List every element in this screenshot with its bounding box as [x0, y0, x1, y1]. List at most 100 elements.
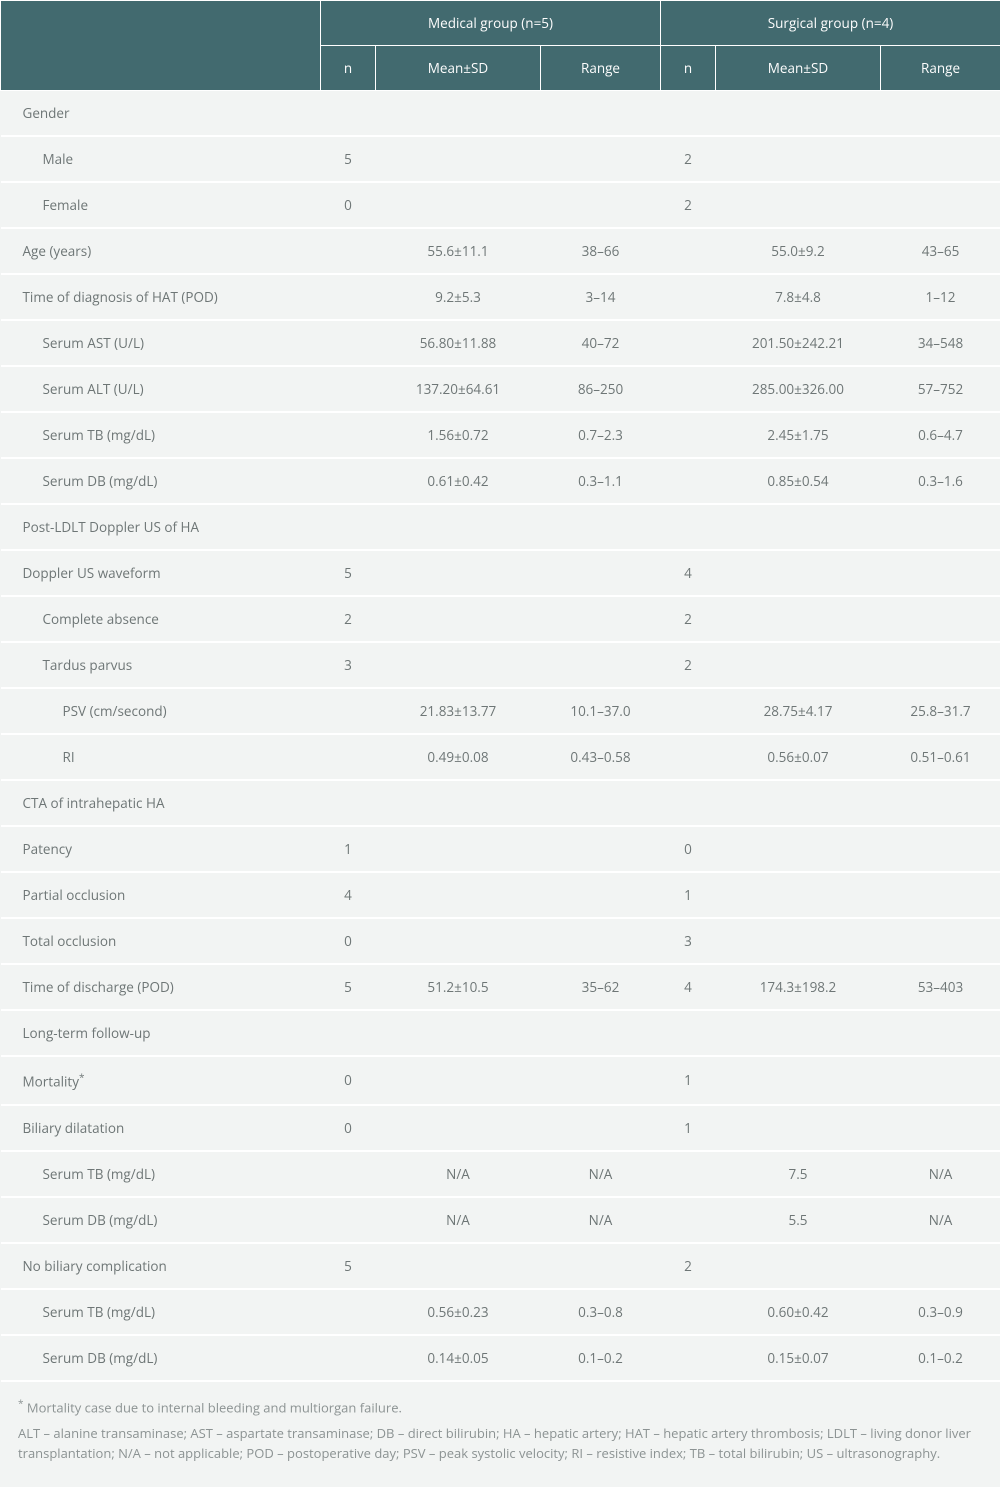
row-label: Complete absence: [1, 596, 321, 642]
cell-g2-n: [661, 1010, 716, 1056]
cell-g1-range: [541, 872, 661, 918]
cell-g2-range: N/A: [881, 1197, 1000, 1243]
cell-g1-mean: 0.61±0.42: [376, 458, 541, 504]
cell-g2-mean: 2.45±1.75: [716, 412, 881, 458]
cell-g2-mean: 0.85±0.54: [716, 458, 881, 504]
footnotes: * Mortality case due to internal bleedin…: [0, 1382, 1000, 1487]
footnote-mortality: * Mortality case due to internal bleedin…: [18, 1396, 982, 1417]
table-row: Tardus parvus32: [1, 642, 1000, 688]
cell-g1-n: [321, 412, 376, 458]
cell-g2-mean: 28.75±4.17: [716, 688, 881, 734]
row-label: Male: [1, 136, 321, 182]
cell-g2-range: 0.6–4.7: [881, 412, 1000, 458]
row-label: Time of discharge (POD): [1, 964, 321, 1010]
cell-g2-mean: [716, 550, 881, 596]
cell-g2-mean: 0.60±0.42: [716, 1289, 881, 1335]
cell-g1-n: [321, 1010, 376, 1056]
cell-g1-n: [321, 504, 376, 550]
row-label: Mortality*: [1, 1056, 321, 1105]
cell-g2-mean: 285.00±326.00: [716, 366, 881, 412]
row-label: Partial occlusion: [1, 872, 321, 918]
cell-g1-range: 0.7–2.3: [541, 412, 661, 458]
table-row: Age (years)55.6±11.138–6655.0±9.243–65: [1, 228, 1000, 274]
table-row: Gender: [1, 91, 1000, 137]
header-g2-range: Range: [881, 46, 1000, 91]
cell-g1-n: 5: [321, 136, 376, 182]
table-row: Male5 2: [1, 136, 1000, 182]
cell-g1-n: 2: [321, 596, 376, 642]
cell-g2-mean: 0.15±0.07: [716, 1335, 881, 1381]
table-row: Mortality*0 1: [1, 1056, 1000, 1105]
cell-g1-mean: [376, 596, 541, 642]
cell-g2-range: 34–548: [881, 320, 1000, 366]
cell-g2-n: 2: [661, 596, 716, 642]
cell-g1-mean: 51.2±10.5: [376, 964, 541, 1010]
footnote-mortality-text: Mortality case due to internal bleeding …: [24, 1398, 402, 1416]
cell-g2-mean: [716, 872, 881, 918]
cell-g2-range: [881, 504, 1000, 550]
cell-g1-mean: [376, 136, 541, 182]
cell-g1-range: [541, 91, 661, 137]
table-row: Serum DB (mg/dL)N/AN/A5.5N/A: [1, 1197, 1000, 1243]
cell-g2-n: 2: [661, 182, 716, 228]
cell-g2-range: 0.3–1.6: [881, 458, 1000, 504]
cell-g2-n: [661, 274, 716, 320]
row-label: Doppler US waveform: [1, 550, 321, 596]
cell-g1-range: [541, 136, 661, 182]
cell-g2-n: [661, 1335, 716, 1381]
cell-g1-mean: [376, 780, 541, 826]
cell-g1-n: [321, 366, 376, 412]
footnote-abbreviations: ALT – alanine transaminase; AST – aspart…: [18, 1423, 982, 1463]
cell-g1-range: 0.3–1.1: [541, 458, 661, 504]
cell-g2-n: 1: [661, 1056, 716, 1105]
table-row: Time of diagnosis of HAT (POD)9.2±5.33–1…: [1, 274, 1000, 320]
table-row: Serum DB (mg/dL)0.14±0.050.1–0.20.15±0.0…: [1, 1335, 1000, 1381]
cell-g2-range: [881, 136, 1000, 182]
table-header: Medical group (n=5) Surgical group (n=4)…: [1, 1, 1000, 91]
table-row: Complete absence22: [1, 596, 1000, 642]
cell-g2-n: 0: [661, 826, 716, 872]
cell-g2-range: [881, 182, 1000, 228]
table-row: Post-LDLT Doppler US of HA: [1, 504, 1000, 550]
cell-g1-mean: 55.6±11.1: [376, 228, 541, 274]
row-label: CTA of intrahepatic HA: [1, 780, 321, 826]
cell-g2-range: [881, 642, 1000, 688]
cell-g2-range: [881, 780, 1000, 826]
cell-g1-range: [541, 780, 661, 826]
cell-g2-range: 0.1–0.2: [881, 1335, 1000, 1381]
cell-g1-range: [541, 182, 661, 228]
cell-g1-mean: [376, 872, 541, 918]
cell-g1-n: 5: [321, 964, 376, 1010]
table-row: Time of discharge (POD)551.2±10.535–6241…: [1, 964, 1000, 1010]
row-label: Patency: [1, 826, 321, 872]
row-label: Long-term follow-up: [1, 1010, 321, 1056]
cell-g1-range: [541, 1056, 661, 1105]
cell-g1-range: [541, 550, 661, 596]
cell-g2-n: 2: [661, 136, 716, 182]
table-row: PSV (cm/second)21.83±13.7710.1–37.028.75…: [1, 688, 1000, 734]
cell-g1-range: 86–250: [541, 366, 661, 412]
header-g1-n: n: [321, 46, 376, 91]
cell-g1-mean: 56.80±11.88: [376, 320, 541, 366]
cell-g1-n: [321, 1289, 376, 1335]
cell-g2-range: [881, 1105, 1000, 1151]
row-label: Serum TB (mg/dL): [1, 1151, 321, 1197]
cell-g2-mean: 5.5: [716, 1197, 881, 1243]
cell-g2-mean: [716, 918, 881, 964]
row-label: RI: [1, 734, 321, 780]
cell-g1-n: 0: [321, 1056, 376, 1105]
cell-g1-range: [541, 918, 661, 964]
cell-g1-n: [321, 1197, 376, 1243]
header-group2: Surgical group (n=4): [661, 1, 1000, 46]
header-g2-mean: Mean±SD: [716, 46, 881, 91]
cell-g1-n: 0: [321, 918, 376, 964]
table-row: Serum ALT (U/L)137.20±64.6186–250285.00±…: [1, 366, 1000, 412]
cell-g1-range: [541, 596, 661, 642]
cell-g1-range: 0.3–0.8: [541, 1289, 661, 1335]
cell-g1-mean: 9.2±5.3: [376, 274, 541, 320]
row-label: Female: [1, 182, 321, 228]
cell-g2-range: [881, 91, 1000, 137]
cell-g1-range: N/A: [541, 1197, 661, 1243]
cell-g1-n: [321, 228, 376, 274]
cell-g1-range: 0.1–0.2: [541, 1335, 661, 1381]
